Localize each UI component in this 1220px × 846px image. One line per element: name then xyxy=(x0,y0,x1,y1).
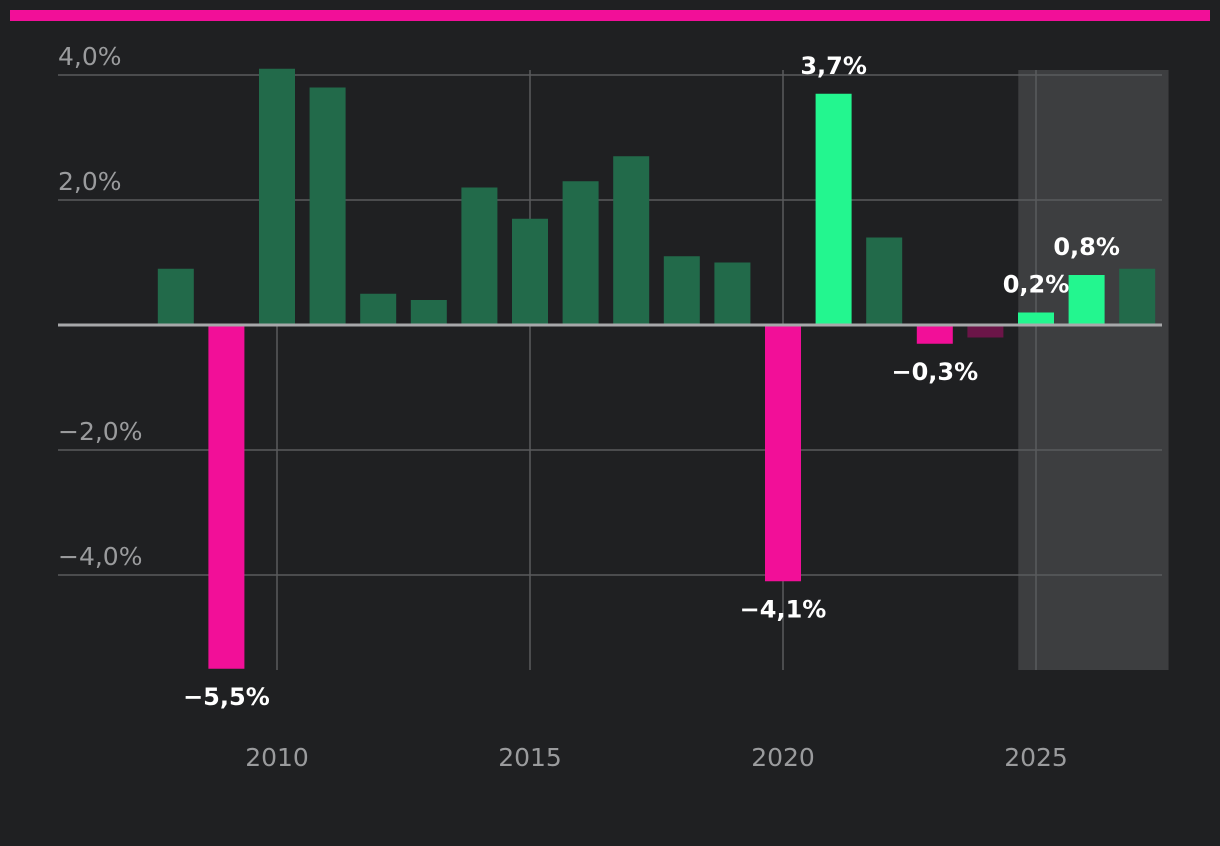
bar-2017 xyxy=(613,156,650,325)
y-tick-label: −4,0% xyxy=(58,542,142,571)
bar-2008 xyxy=(157,268,194,325)
bar-2009 xyxy=(208,325,245,669)
bar-2014 xyxy=(461,187,498,325)
bar-2025 xyxy=(1018,312,1054,325)
y-tick-label: 4,0% xyxy=(58,42,122,71)
data-label-2025: 0,2% xyxy=(1003,271,1070,299)
bar-2020 xyxy=(765,325,801,582)
label-layer: 4,0% 2,0% −2,0% −4,0% 2010 2015 2020 2025 −5,5% −… xyxy=(58,42,1120,772)
x-tick-label: 2015 xyxy=(498,743,562,772)
bar-2023 xyxy=(916,325,953,344)
x-tick-label: 2025 xyxy=(1004,743,1068,772)
data-label-2020: −4,1% xyxy=(740,595,827,623)
bar-layer xyxy=(157,68,1156,669)
bar-2019 xyxy=(714,262,751,325)
bar-2018 xyxy=(663,256,700,325)
bar-2026 xyxy=(1068,275,1105,325)
data-label-2021: 3,7% xyxy=(800,52,867,80)
y-tick-label: 2,0% xyxy=(58,167,122,196)
bar-2024 xyxy=(967,325,1004,338)
forecast-shade-layer xyxy=(1018,70,1169,670)
forecast-shade xyxy=(1018,70,1169,670)
bar-2010 xyxy=(259,68,295,325)
x-tick-label: 2020 xyxy=(751,743,815,772)
data-label-2026: 0,8% xyxy=(1053,233,1120,261)
bar-2022 xyxy=(866,237,903,325)
bar-2011 xyxy=(309,87,346,325)
x-tick-label: 2010 xyxy=(245,743,309,772)
data-label-2009: −5,5% xyxy=(183,683,270,711)
bar-2015 xyxy=(512,218,548,325)
y-tick-label: −2,0% xyxy=(58,417,142,446)
data-label-2023: −0,3% xyxy=(891,358,978,386)
bar-2021 xyxy=(815,93,852,325)
bar-2016 xyxy=(562,181,599,325)
accent-rule xyxy=(10,10,1210,21)
bar-2013 xyxy=(410,300,447,325)
bar-2012 xyxy=(360,293,397,325)
bar-2027 xyxy=(1119,268,1156,325)
